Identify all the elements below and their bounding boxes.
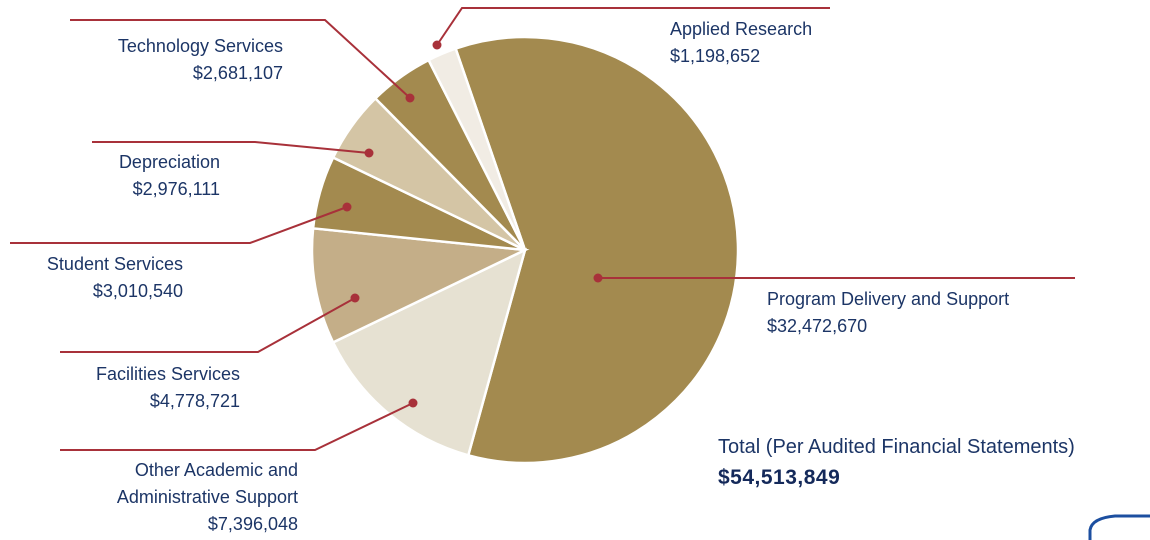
slice-value: $32,472,670 bbox=[767, 316, 868, 336]
leader-dot bbox=[364, 148, 374, 158]
slice-label: Program Delivery and Support $32,472,670 bbox=[767, 286, 1009, 340]
leader-dot bbox=[342, 202, 352, 212]
pie-slice bbox=[426, 47, 527, 251]
slice-name: Depreciation bbox=[118, 152, 220, 172]
leader-dot bbox=[405, 93, 415, 103]
pie-slice bbox=[331, 247, 527, 457]
leader-dot bbox=[408, 398, 418, 408]
slice-label: Technology Services $2,681,107 bbox=[118, 33, 283, 87]
leader-dot bbox=[350, 293, 360, 303]
slice-value: $2,976,111 bbox=[132, 179, 220, 199]
slice-name: Program Delivery and Support bbox=[767, 289, 1010, 309]
leader-dot bbox=[593, 273, 603, 283]
slice-label: Depreciation $2,976,111 bbox=[119, 149, 220, 203]
total-title: Total (Per Audited Financial Statements) bbox=[718, 436, 1075, 458]
slice-value: $3,010,540 bbox=[92, 281, 183, 301]
leader-line bbox=[92, 141, 370, 154]
slice-value: $2,681,107 bbox=[192, 63, 283, 83]
pie-slice bbox=[310, 226, 530, 345]
slice-label: Other Academic and Administrative Suppor… bbox=[48, 457, 298, 538]
slice-name: Student Services bbox=[46, 254, 183, 274]
leader-line bbox=[10, 206, 348, 244]
slice-label: Applied Research $1,198,652 bbox=[670, 16, 812, 70]
slice-value: $1,198,652 bbox=[670, 46, 761, 66]
leader-line bbox=[60, 297, 356, 353]
slice-value: $7,396,048 bbox=[207, 514, 298, 534]
slice-label: Student Services $3,010,540 bbox=[47, 251, 183, 305]
slice-name: Other Academic and Administrative Suppor… bbox=[116, 460, 298, 507]
corner-decoration bbox=[1088, 514, 1150, 540]
slice-label: Facilities Services $4,778,721 bbox=[96, 361, 240, 415]
leader-line bbox=[436, 7, 830, 46]
slice-name: Facilities Services bbox=[95, 364, 240, 384]
leader-line bbox=[70, 19, 411, 99]
slice-value: $4,778,721 bbox=[149, 391, 240, 411]
leader-dot bbox=[432, 40, 442, 50]
total-value: $54,513,849 bbox=[718, 466, 841, 489]
slice-name: Technology Services bbox=[117, 36, 283, 56]
pie-slice bbox=[454, 35, 740, 465]
leader-line bbox=[60, 402, 414, 451]
slice-name: Applied Research bbox=[670, 19, 813, 39]
